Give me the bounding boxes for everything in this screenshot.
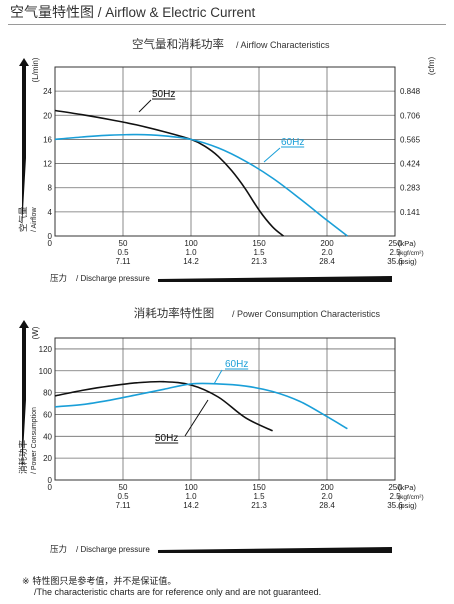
- chart-1-xlabel-cn: 压力: [50, 273, 67, 284]
- chart-1-series-60hz-leader: [263, 147, 281, 163]
- chart-1-y2tick-label: 0.283: [400, 184, 421, 193]
- chart-2-series-60hz-label: 60Hz: [225, 359, 248, 370]
- page-title-cn: 空气量特性图: [10, 5, 94, 21]
- chart-2-xtick-label: 35.6: [387, 501, 403, 510]
- chart-1-xtick-label: 14.2: [183, 257, 199, 266]
- chart-1-xtick-label: 50: [119, 239, 128, 248]
- chart-2-ylabel-en: / Power Consumption: [31, 407, 38, 474]
- chart-2-xtick-label: 150: [252, 483, 266, 492]
- chart-1-xtick-label: 35.6: [387, 257, 403, 266]
- chart-2-xtick-label: 28.4: [319, 501, 335, 510]
- chart-2-series-50hz-leader: [184, 399, 209, 437]
- note-en: /The characteristic charts are for refer…: [34, 587, 322, 597]
- chart-1-y2tick-label: 0.565: [400, 135, 421, 144]
- chart-1-plot-frame: [54, 66, 396, 237]
- chart-1-ytick-label: 12: [43, 160, 52, 169]
- chart-2-ytick-label: 80: [43, 389, 52, 398]
- page-title-en: / Airflow & Electric Current: [97, 5, 256, 20]
- chart-2-x-unit: (kPa): [398, 483, 416, 492]
- chart-2-xtick-zero: 0: [48, 483, 53, 492]
- chart-1-x-arrow-icon: [158, 276, 392, 282]
- chart-2-plot-frame: [54, 337, 396, 481]
- chart-2-title-cn: 消耗功率特性图: [134, 306, 215, 320]
- chart-1-xtick-label: 0.5: [117, 248, 129, 257]
- chart-1-xtick-label: 250: [388, 239, 402, 248]
- chart-2-xtick-label: 50: [119, 483, 128, 492]
- chart-1-series-50hz-label: 50Hz: [152, 89, 175, 100]
- chart-2-xtick-label: 1.0: [185, 492, 197, 501]
- chart-1-xtick-label: 28.4: [319, 257, 335, 266]
- chart-1-xtick-label: 100: [184, 239, 198, 248]
- chart-1-ytick-label: 0: [48, 232, 53, 241]
- chart-2-ytick-label: 60: [43, 410, 52, 419]
- chart-1-title-cn: 空气量和消耗功率: [132, 37, 224, 51]
- chart-1-y-arrow-icon: [19, 58, 29, 228]
- chart-2-ytick-label: 20: [43, 454, 52, 463]
- chart-1-x-unit: (psig): [398, 257, 417, 266]
- chart-2-x-unit: (psig): [398, 501, 417, 510]
- chart-1-series-50hz-line: [54, 109, 285, 237]
- chart-2-series-60hz-line: [54, 382, 348, 430]
- chart-1-ytick-label: 24: [43, 87, 52, 96]
- chart-1-y2tick-label: 0.424: [400, 160, 421, 169]
- chart-1-y2-unit: (cfm): [427, 57, 436, 76]
- chart-1-title-en: / Airflow Characteristics: [236, 40, 330, 50]
- chart-1-xtick-label: 1.0: [185, 248, 197, 257]
- chart-2-xtick-label: 7.11: [116, 501, 132, 510]
- chart-2-y-unit: (W): [31, 326, 40, 339]
- chart-1-xlabel-en: / Discharge pressure: [76, 274, 150, 283]
- chart-2-xtick-label: 0.5: [117, 492, 129, 501]
- chart-2-ytick-label: 40: [43, 432, 52, 441]
- chart-2-ylabel-cn: 消耗功率: [18, 439, 29, 474]
- chart-2-series-50hz-label: 50Hz: [155, 433, 178, 444]
- chart-1-ylabel-cn: 空气量: [18, 206, 29, 232]
- chart-1-xtick-label: 21.3: [251, 257, 267, 266]
- chart-1-xtick-zero: 0: [48, 239, 53, 248]
- chart-1-ytick-label: 16: [43, 135, 52, 144]
- chart-1-y2tick-label: 0.141: [400, 208, 421, 217]
- chart-2-title-en: / Power Consumption Characteristics: [232, 309, 381, 319]
- chart-1-series-60hz-line: [54, 133, 348, 237]
- chart-1-x-unit: (kgf/cm²): [398, 250, 424, 257]
- chart-1-series-60hz-label: 60Hz: [281, 137, 304, 148]
- chart-1-xtick-label: 1.5: [253, 248, 265, 257]
- chart-2-xtick-label: 14.2: [183, 501, 199, 510]
- chart-2-x-unit: (kgf/cm²): [398, 494, 424, 501]
- chart-1-ytick-label: 4: [48, 208, 53, 217]
- chart-2-series-50hz-line: [54, 380, 273, 432]
- chart-1-ytick-label: 8: [48, 184, 53, 193]
- chart-2-xtick-label: 2.0: [321, 492, 333, 501]
- chart-2-xtick-label: 200: [320, 483, 334, 492]
- title-divider: [8, 24, 446, 25]
- page-title: 空气量特性图 / Airflow & Electric Current: [10, 2, 255, 22]
- chart-1-x-unit: (kPa): [398, 239, 416, 248]
- chart-1-ylabel-en: / Airflow: [31, 207, 38, 232]
- chart-2-x-arrow-icon: [158, 547, 392, 553]
- chart-2-y-arrow-icon: [19, 320, 29, 470]
- chart-1-series-50hz-leader: [138, 99, 152, 113]
- chart-1-y-unit: (L/min): [31, 57, 40, 82]
- chart-2-series-60hz-leader: [213, 369, 223, 385]
- chart-2-xtick-label: 100: [184, 483, 198, 492]
- note-cn: ※ 特性图只是参考值，并不是保证值。: [22, 577, 177, 587]
- chart-1-xtick-label: 150: [252, 239, 266, 248]
- chart-1-ytick-label: 20: [43, 111, 52, 120]
- chart-2-xtick-label: 250: [388, 483, 402, 492]
- chart-2-ytick-label: 120: [39, 345, 53, 354]
- chart-2-xtick-label: 21.3: [251, 501, 267, 510]
- chart-1-xtick-label: 2.5: [389, 248, 401, 257]
- chart-1-xtick-label: 2.0: [321, 248, 333, 257]
- chart-2-xlabel-cn: 压力: [50, 544, 67, 555]
- chart-2-xlabel-en: / Discharge pressure: [76, 545, 150, 554]
- chart-2-ytick-label: 100: [39, 367, 53, 376]
- chart-2-ytick-label: 0: [48, 476, 53, 485]
- chart-2-xtick-label: 1.5: [253, 492, 265, 501]
- chart-2-xtick-label: 2.5: [389, 492, 401, 501]
- chart-1-xtick-label: 200: [320, 239, 334, 248]
- chart-1-xtick-label: 7.11: [116, 257, 132, 266]
- chart-1-y2tick-label: 0.848: [400, 87, 421, 96]
- chart-1-y2tick-label: 0.706: [400, 111, 421, 120]
